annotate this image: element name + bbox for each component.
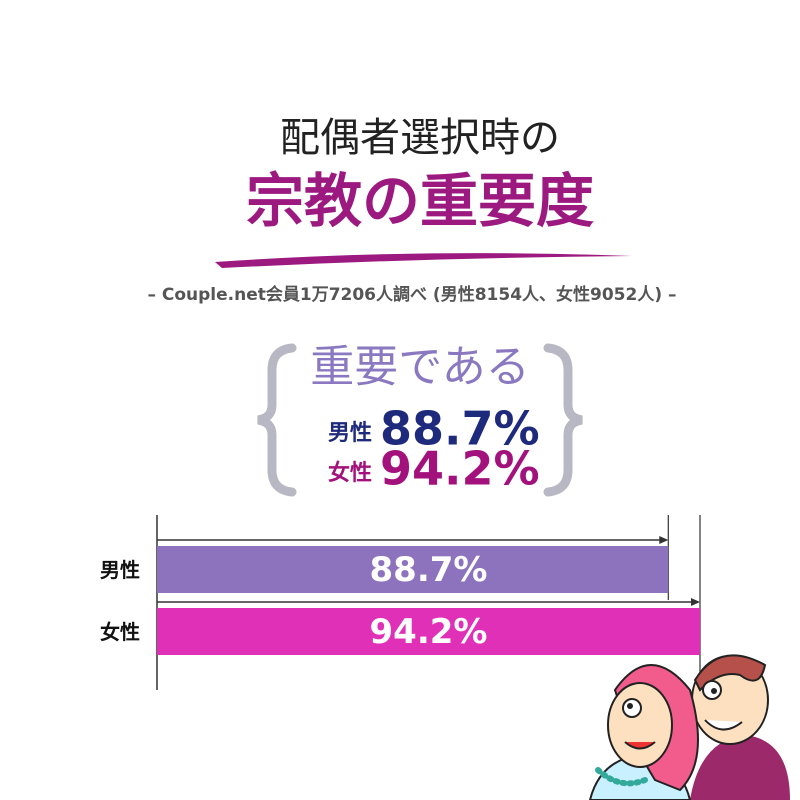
callout-value: 94.2%	[380, 442, 540, 496]
survey-note: – Couple.net会員1万7206人調べ (男性8154人、女性9052人…	[147, 284, 676, 305]
bar-value-label: 88.7%	[370, 550, 488, 590]
bar-value-label: 94.2%	[370, 612, 488, 652]
category-label: 女性	[100, 620, 140, 644]
couple-illustration	[588, 654, 790, 800]
brush-underline	[215, 253, 632, 268]
woman-necklace	[595, 767, 648, 787]
woman-mouth	[624, 741, 656, 750]
woman-pupil	[627, 703, 633, 709]
callout-category: 男性	[328, 421, 372, 446]
arrow-head	[691, 598, 700, 606]
callout-value: 88.7%	[380, 402, 540, 456]
man-body	[690, 735, 790, 800]
callout-category: 女性	[328, 460, 372, 486]
category-label: 男性	[100, 558, 140, 582]
bar	[157, 546, 669, 593]
bars: 88.7% 男性 94.2% 女性	[100, 515, 701, 690]
subtitle: 宗教の重要度	[246, 167, 594, 235]
left-brace	[257, 343, 297, 497]
callout-heading: 重要である	[310, 342, 530, 393]
man-pupil	[711, 688, 717, 694]
arrow-head	[659, 536, 669, 544]
bar	[157, 608, 700, 655]
man-hair	[693, 654, 767, 692]
right-brace	[543, 343, 583, 497]
woman-head	[607, 682, 673, 768]
callout-values: 男性 88.7% 女性 94.2%	[328, 402, 540, 496]
man-mouth	[704, 719, 743, 731]
title: 配偶者選択時の	[280, 115, 560, 161]
